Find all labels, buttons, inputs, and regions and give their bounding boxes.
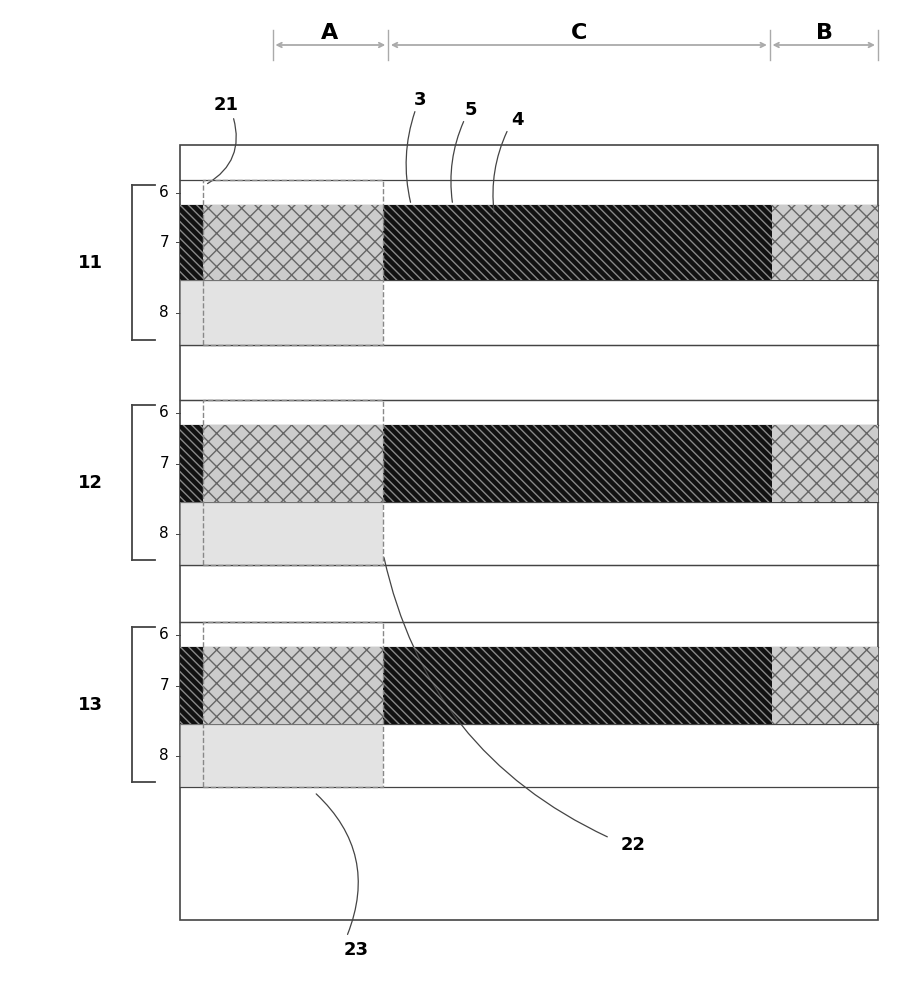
Bar — [203, 205, 383, 280]
Text: 21: 21 — [213, 96, 239, 114]
Bar — [203, 425, 383, 502]
Bar — [772, 425, 878, 502]
Bar — [180, 425, 878, 502]
Text: 8: 8 — [160, 748, 169, 763]
Bar — [180, 280, 383, 345]
Bar — [180, 145, 878, 920]
Text: 13: 13 — [78, 696, 103, 714]
Text: 4: 4 — [511, 111, 524, 129]
Bar — [180, 205, 878, 280]
Text: B: B — [816, 23, 833, 43]
Text: A: A — [322, 23, 338, 43]
Bar — [203, 622, 383, 787]
Bar — [772, 205, 878, 280]
Text: 7: 7 — [160, 678, 169, 693]
Bar — [203, 425, 383, 502]
Text: 6: 6 — [159, 627, 169, 642]
Text: 5: 5 — [465, 101, 478, 119]
Bar — [180, 647, 878, 724]
Text: 8: 8 — [160, 526, 169, 541]
Bar — [772, 647, 878, 724]
Text: C: C — [571, 23, 588, 43]
Text: 7: 7 — [160, 456, 169, 471]
Text: 22: 22 — [620, 836, 646, 854]
Bar — [772, 425, 878, 502]
Bar — [203, 180, 383, 345]
Bar — [203, 647, 383, 724]
Bar — [203, 400, 383, 565]
Text: 8: 8 — [160, 305, 169, 320]
Text: 6: 6 — [159, 185, 169, 200]
Bar — [180, 425, 878, 502]
Bar — [180, 724, 383, 787]
Text: 7: 7 — [160, 235, 169, 250]
Text: 3: 3 — [414, 91, 427, 109]
Bar — [180, 205, 878, 280]
Text: 12: 12 — [78, 474, 103, 491]
Bar — [180, 502, 383, 565]
Bar — [203, 205, 383, 280]
Bar — [203, 647, 383, 724]
Text: 23: 23 — [343, 941, 369, 959]
Text: 6: 6 — [159, 405, 169, 420]
Bar — [772, 205, 878, 280]
Text: 11: 11 — [78, 253, 103, 271]
Bar — [772, 647, 878, 724]
Bar — [180, 647, 878, 724]
